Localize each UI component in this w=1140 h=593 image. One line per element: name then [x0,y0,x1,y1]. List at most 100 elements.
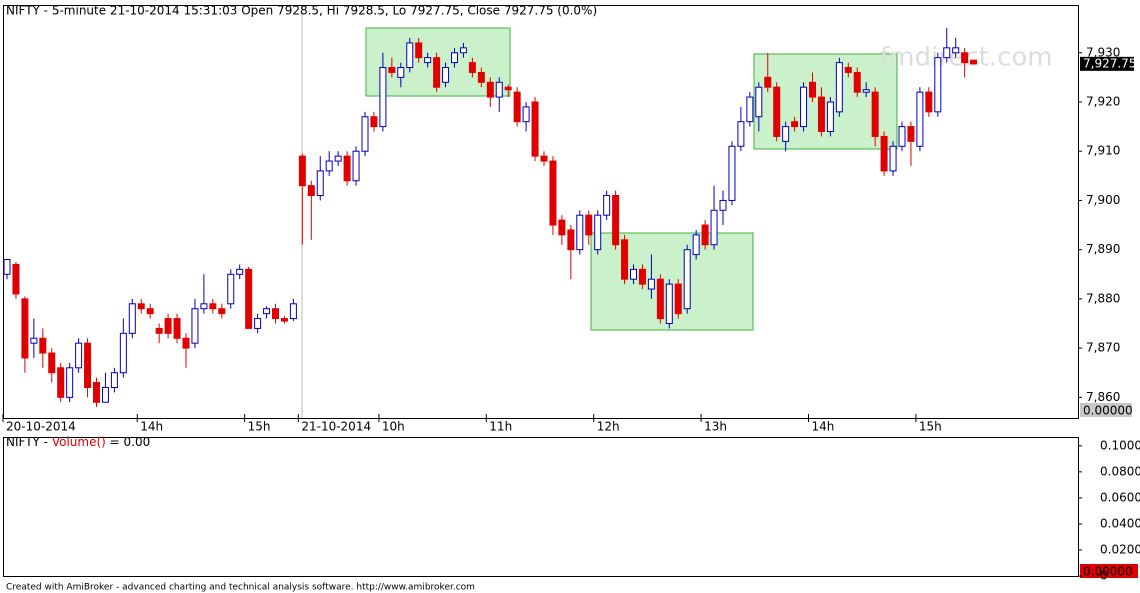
price-panel [3,5,1079,419]
candle-body [925,91,933,113]
candle-body [809,81,816,98]
candle-body [522,106,530,123]
candle-body [343,155,351,182]
candle-body [683,249,691,310]
y-tick-label: 7,900 [1086,193,1120,207]
candle-body [567,229,575,251]
candle-body [647,278,655,290]
candle-body [952,47,960,54]
y-tick-label: 7,910 [1086,144,1120,158]
candle-body [191,308,199,344]
candle-body [289,303,297,320]
candle-body [621,239,629,280]
candle-body [406,42,414,69]
candle-body [585,214,593,236]
chart-title: NIFTY - 5-minute 21-10-2014 15:31:03 Ope… [6,4,597,18]
candle-body [370,116,378,128]
candle-body [531,101,539,157]
x-tick-label: 12h [597,420,620,434]
candle-body [755,86,763,118]
candle-body [853,71,861,93]
candle-body [630,268,637,280]
candle-body [549,160,557,226]
candle-body [442,67,450,83]
candle-body [898,126,906,147]
y2-tick-label: 0.0400 [1100,516,1140,530]
volume-readout: 0.00000 [1083,565,1133,579]
candle-body [540,155,548,162]
candle-body [433,57,441,88]
candle-body [737,121,745,147]
candle-body [710,209,718,246]
x-tick-label: 15h [919,420,942,434]
x-tick-label: 20-10-2014 [6,420,76,434]
candle-body [880,135,888,172]
candle-body [486,81,494,98]
candle-body [164,318,172,334]
y2-tick-label: 0 [1100,569,1108,583]
candle-body [746,96,754,123]
candle-body [728,145,736,201]
candle-body [397,67,405,78]
candle-body [665,283,673,324]
candle-body [200,303,208,310]
last-price-box [1080,56,1134,71]
last-price-label: 7,927.75 [1083,56,1136,70]
candle-body [75,342,83,369]
y-tick-label: 7,870 [1086,341,1120,355]
candle-body [236,268,244,275]
y2-tick-label: 0.0600 [1100,490,1140,504]
candle-body [791,121,799,128]
candle-body [612,195,620,246]
x-tick-label: 13h [704,420,727,434]
candle-body [934,57,942,113]
readout-box [1080,403,1132,417]
candle-body [800,86,808,128]
candle-body [970,59,978,65]
candle-body [137,303,145,310]
candle-body [101,386,109,403]
y2-tick-label: 0.0200 [1100,542,1140,556]
candle-body [916,91,924,147]
candle-body [334,155,342,162]
candle-body [961,52,969,64]
candle-body [576,214,584,251]
volume-suffix: = 0.00 [106,435,150,449]
candle-body [316,170,324,197]
candle-body [21,298,29,359]
candle-body [424,57,432,64]
readout-box [1080,564,1138,578]
candle-body [272,308,279,320]
candle-body [477,71,485,83]
candle-body [280,318,288,322]
candle-body [39,337,47,354]
candle-body [388,67,396,73]
x-tick-label: 14h [140,420,163,434]
candle-body [415,42,423,59]
candle-body [3,259,11,275]
candle-body [701,224,709,246]
candle-body [674,283,682,315]
candle-body [594,214,602,251]
y-tick-label: 7,920 [1086,94,1120,108]
candle-body [30,337,38,344]
candle-body [835,62,843,113]
y-tick-label: 7,860 [1086,390,1120,404]
candle-body [173,318,181,339]
candle-body [155,327,163,334]
candle-body [603,195,611,216]
candle-body [218,308,226,315]
candle-body [943,47,951,59]
candle-body [889,145,897,172]
candle-body [263,308,271,315]
candle-body [245,268,253,329]
volume-name: Volume() [52,435,106,449]
candle-body [782,126,790,142]
candle-body [254,318,262,329]
candle-body [504,86,512,91]
candle-body [773,86,781,137]
x-tick-label: 15h [248,420,271,434]
candle-body [513,91,521,123]
